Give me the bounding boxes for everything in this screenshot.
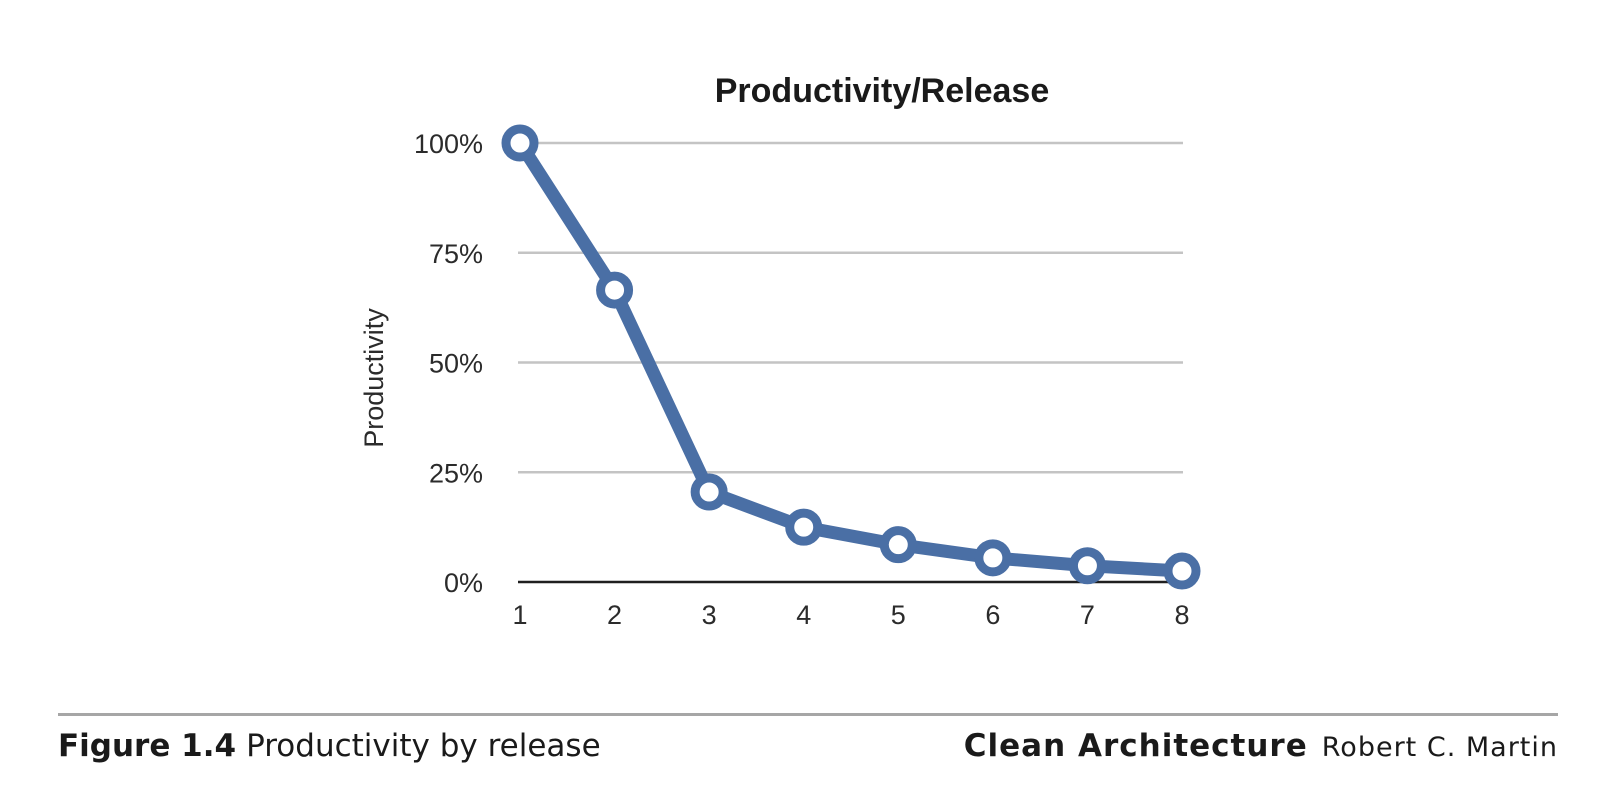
book-credit: Clean Architecture Robert C. Martin <box>964 728 1558 764</box>
x-tick-label: 5 <box>891 600 906 630</box>
figure-caption: Figure 1.4 Productivity by release <box>58 728 601 764</box>
data-point <box>1163 552 1201 590</box>
x-tick-label: 4 <box>796 600 811 630</box>
x-tick-label: 7 <box>1080 600 1095 630</box>
footer-rule <box>58 713 1558 716</box>
x-tick-label: 3 <box>702 600 717 630</box>
data-point <box>974 539 1012 577</box>
x-tick-label: 2 <box>607 600 622 630</box>
y-tick-label: 50% <box>429 349 483 379</box>
x-tick-label: 8 <box>1174 600 1189 630</box>
y-tick-label: 25% <box>429 458 483 488</box>
gridlines <box>518 141 1183 584</box>
data-point <box>879 526 917 564</box>
figure-number: Figure 1.4 <box>58 728 237 764</box>
x-tick-labels: 1 2 3 4 5 6 7 8 <box>512 600 1189 630</box>
book-title: Clean Architecture <box>963 728 1308 764</box>
productivity-chart: Productivity/Release Productivity 0% 25% 5… <box>359 72 1201 630</box>
series-layer <box>501 124 1201 590</box>
series-line <box>513 136 1189 578</box>
y-tick-label: 0% <box>444 568 483 598</box>
y-tick-label: 75% <box>429 239 483 269</box>
data-point <box>1068 547 1106 585</box>
y-tick-labels: 0% 25% 50% 75% 100% <box>414 129 483 598</box>
figure-caption-text: Productivity by release <box>246 728 601 764</box>
y-axis-label: Productivity <box>359 308 389 448</box>
x-tick-label: 1 <box>512 600 527 630</box>
data-point <box>596 271 634 309</box>
chart-title: Productivity/Release <box>715 72 1049 110</box>
y-tick-label: 100% <box>414 129 483 159</box>
data-point <box>690 473 728 511</box>
data-point <box>785 508 823 546</box>
x-tick-label: 6 <box>985 600 1000 630</box>
book-author: Robert C. Martin <box>1321 732 1558 763</box>
data-point <box>501 124 539 162</box>
